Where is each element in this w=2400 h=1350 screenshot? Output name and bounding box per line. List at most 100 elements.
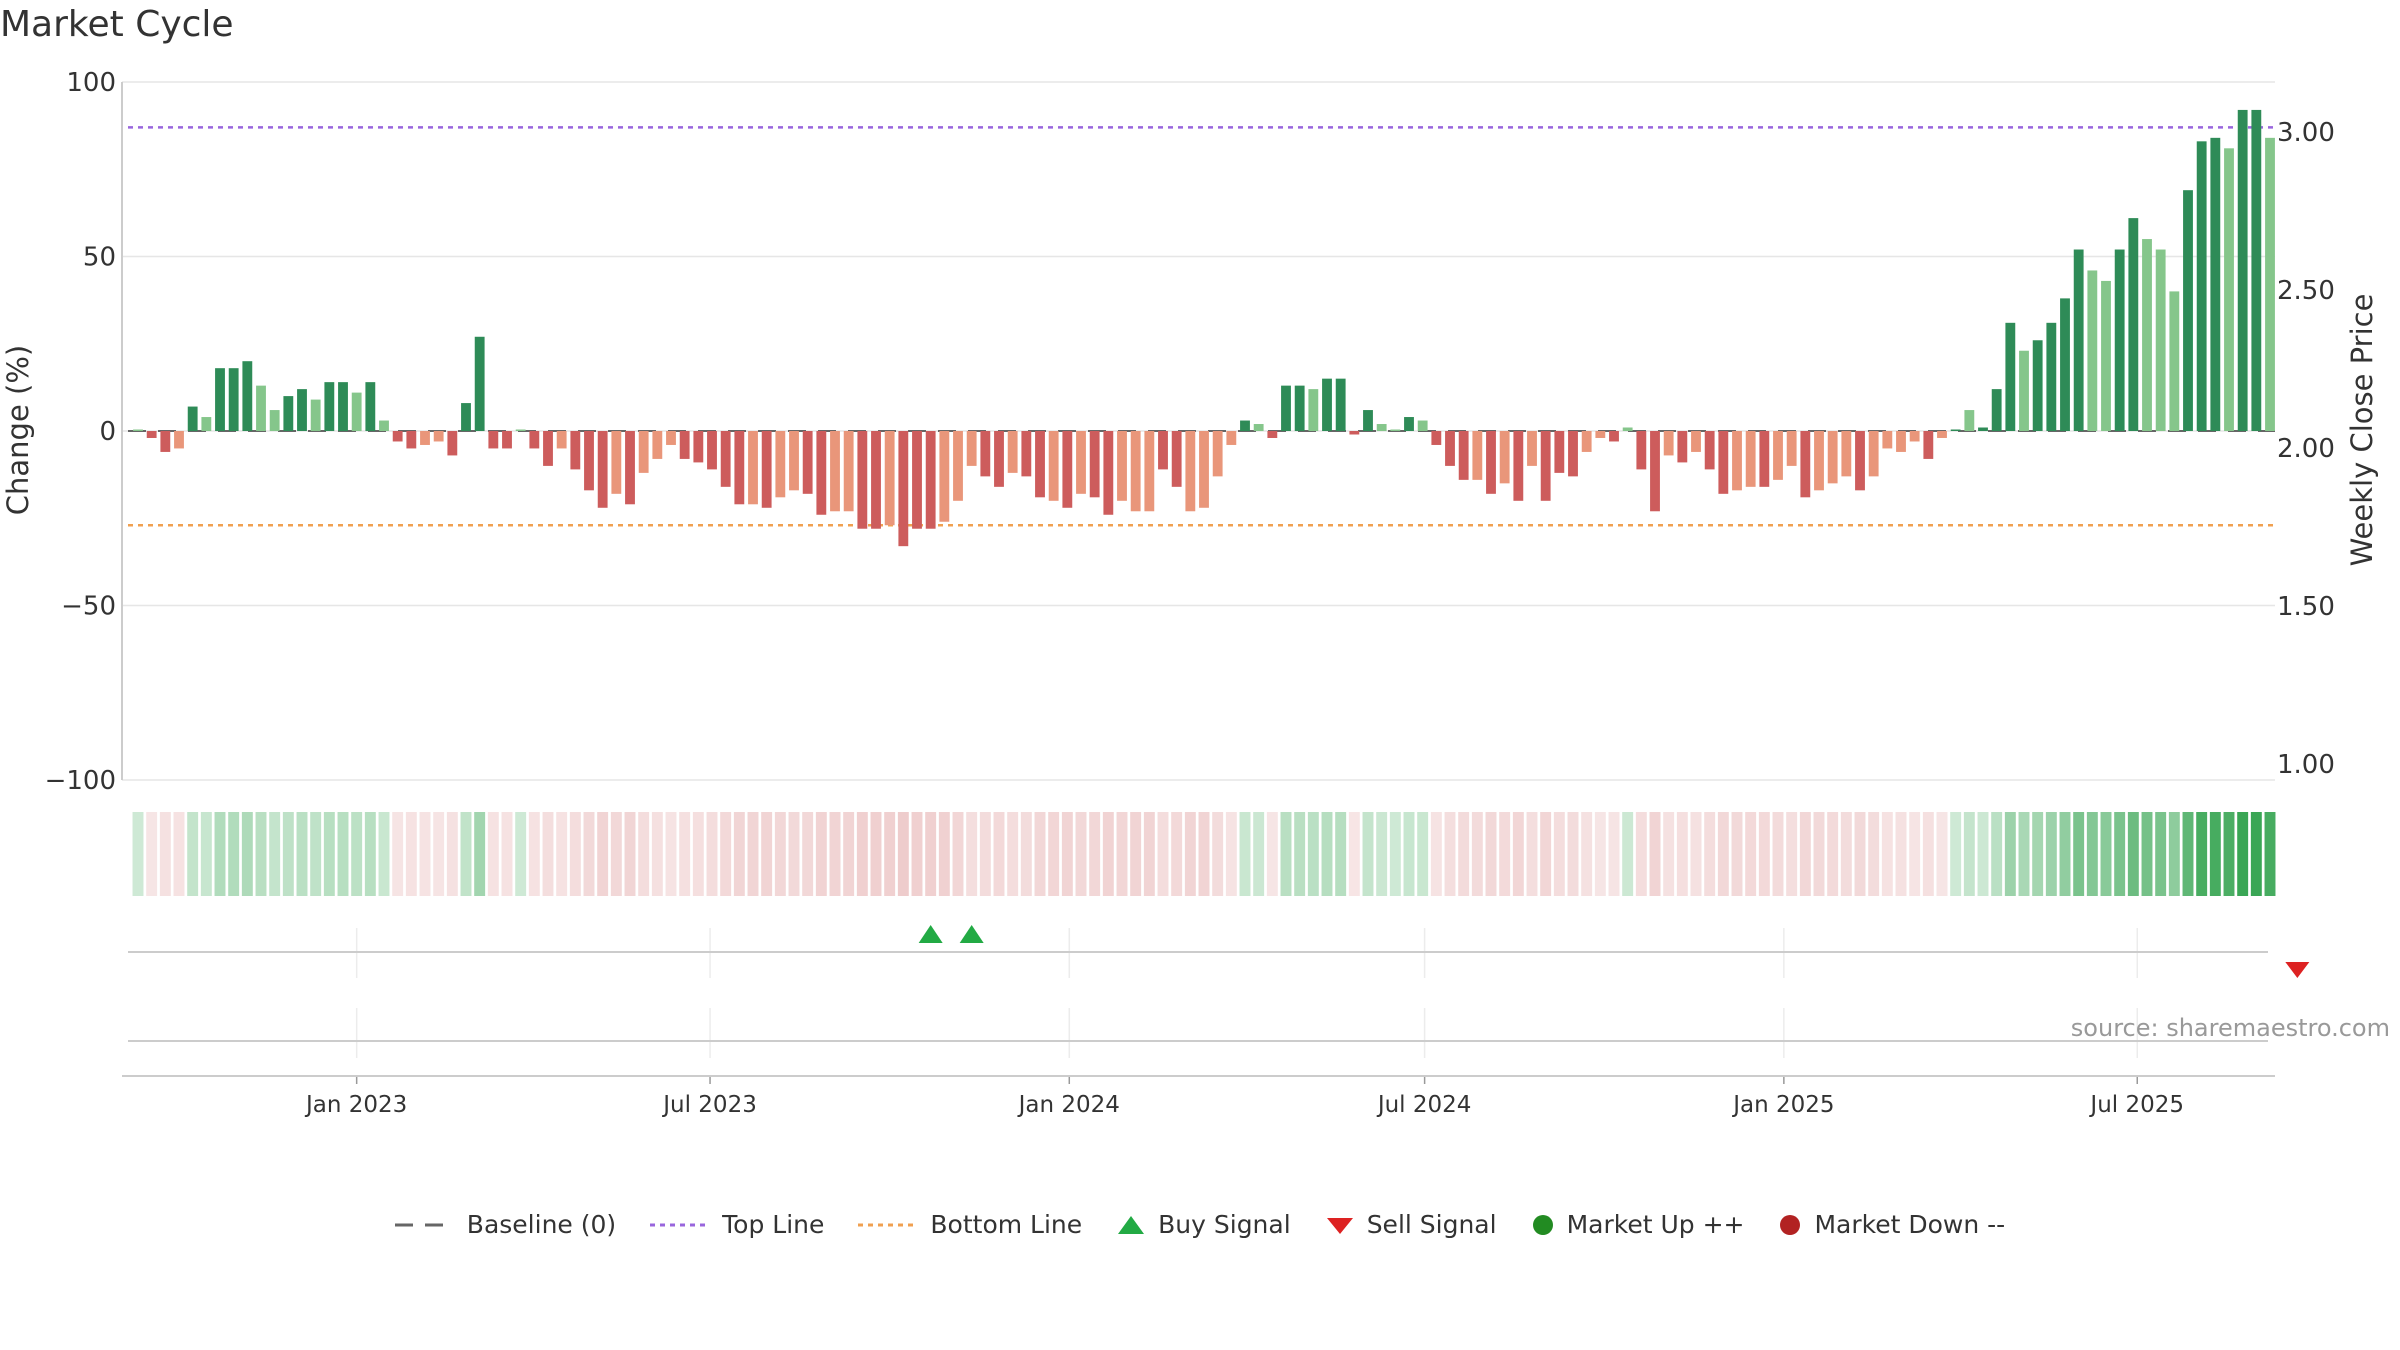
bar [802, 431, 813, 494]
legend-item-market-down[interactable]: Market Down -- [1778, 1210, 2005, 1239]
bar [966, 431, 977, 466]
buy-signal-marker [918, 925, 943, 943]
x-tick-label: Jan 2023 [304, 1092, 407, 1118]
strip-cell [1362, 812, 1374, 896]
strip-cell [597, 812, 609, 896]
bar [1253, 424, 1264, 431]
strip-cell [296, 812, 308, 896]
strip-cell [1130, 812, 1142, 896]
bar [1294, 385, 1305, 431]
strip-cell [610, 812, 622, 896]
strip-cell [788, 812, 800, 896]
bar [324, 382, 335, 431]
strip-cell [829, 812, 841, 896]
strip-cell [1307, 812, 1319, 896]
bar [1622, 427, 1633, 431]
bar [1814, 431, 1824, 491]
bar [994, 431, 1004, 487]
bar [734, 431, 745, 505]
bar [570, 431, 581, 470]
strip-cell [993, 812, 1005, 896]
bar [1322, 378, 1332, 431]
bar [1540, 431, 1551, 501]
strip-cell [1827, 812, 1839, 896]
bar [1185, 431, 1196, 512]
y2-tick-label: 2.00 [2277, 434, 2335, 464]
legend-item-market-up[interactable]: Market Up ++ [1531, 1210, 1744, 1239]
strip-cell [1581, 812, 1593, 896]
strip-cell [214, 812, 226, 896]
bar [2142, 239, 2152, 431]
strip-cell [1567, 812, 1579, 896]
strip-cell [856, 812, 868, 896]
bar [1007, 431, 1018, 473]
bar [2046, 322, 2057, 431]
strip-cell [1649, 812, 1661, 896]
bar [310, 399, 321, 431]
strip-cell [665, 812, 677, 896]
bar [2237, 109, 2248, 432]
strip-cell [1663, 812, 1675, 896]
bar [433, 431, 444, 442]
strip-cell [255, 812, 267, 896]
strip-cell [1991, 812, 2003, 896]
strip-cell [1348, 812, 1360, 896]
strip-cell [378, 812, 390, 896]
bar [2032, 340, 2043, 431]
bar [1171, 431, 1182, 487]
bar [1349, 431, 1360, 435]
strip-cell [979, 812, 991, 896]
legend-item-top-line[interactable]: Top Line [650, 1210, 824, 1239]
strip-cell [146, 812, 158, 896]
bar [666, 431, 676, 445]
bar [707, 431, 717, 470]
strip-cell [1950, 812, 1962, 896]
strip-cell [583, 812, 595, 896]
strip-cell [528, 812, 540, 896]
strip-cell [2086, 812, 2098, 896]
triangle-down-icon [1326, 1217, 1353, 1234]
strip-cell [2168, 812, 2180, 896]
bar [379, 420, 389, 431]
bar [720, 431, 731, 487]
legend-item-buy-signal[interactable]: Buy Signal [1116, 1210, 1291, 1239]
x-tick-label: Jan 2024 [1017, 1092, 1120, 1118]
strip-cell [2250, 812, 2262, 896]
strip-cell [2196, 812, 2208, 896]
strip-cell [774, 812, 786, 896]
strip-cell [474, 812, 486, 896]
strip-cell [1799, 812, 1811, 896]
bar [2128, 218, 2139, 431]
bar [406, 431, 417, 449]
bar [625, 431, 635, 505]
bar [502, 431, 512, 449]
bar [1527, 431, 1537, 466]
legend-item-baseline[interactable]: Baseline (0) [394, 1210, 616, 1239]
y-tick-label: −100 [45, 766, 116, 796]
legend-item-sell-signal[interactable]: Sell Signal [1325, 1210, 1497, 1239]
bar [1827, 431, 1838, 484]
strip-cell [501, 812, 513, 896]
bar [1868, 431, 1879, 477]
bar [775, 431, 786, 498]
bar [761, 431, 772, 508]
bar [898, 431, 909, 547]
bar [1335, 378, 1346, 431]
bar [1978, 427, 1988, 431]
strip-cell [310, 812, 322, 896]
gridlines [122, 81, 2275, 1058]
legend-item-bottom-line[interactable]: Bottom Line [858, 1210, 1082, 1239]
bars [133, 109, 2275, 547]
strip-cell [1772, 812, 1784, 896]
bar [1568, 431, 1578, 477]
bar [584, 431, 594, 491]
strip-cell [870, 812, 882, 896]
bar [1130, 431, 1141, 512]
strip-cell [1444, 812, 1456, 896]
strip-cell [1485, 812, 1497, 896]
strip-cell [2100, 812, 2112, 896]
chart-title: Market Cycle [0, 4, 234, 45]
bar [2060, 298, 2070, 431]
strip-cell [1212, 812, 1224, 896]
strip-cell [897, 812, 909, 896]
